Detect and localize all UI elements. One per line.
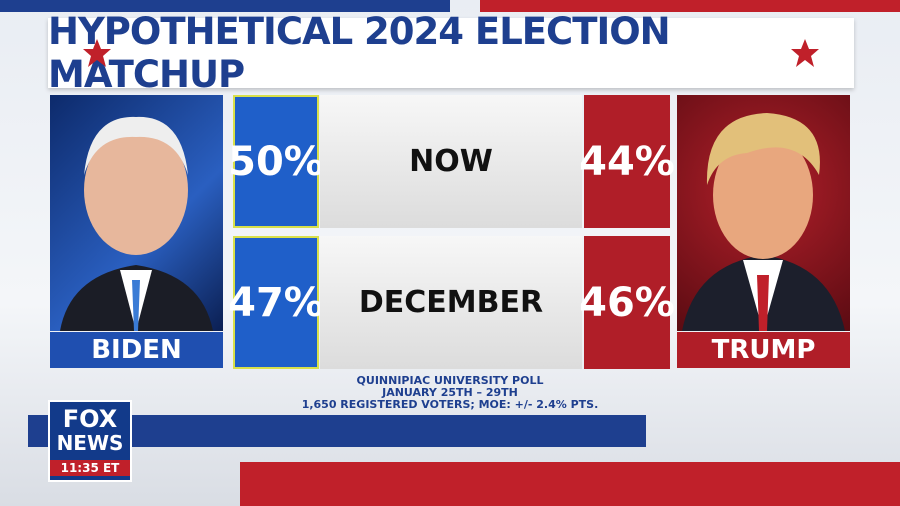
- left-photo: [50, 95, 223, 331]
- right-photo: [677, 95, 850, 331]
- logo-text: NEWS: [56, 431, 124, 455]
- fox-logo: FOX NEWS 11:35 ET: [48, 400, 132, 482]
- title-bar: HYPOTHETICAL 2024 ELECTION MATCHUP: [48, 10, 854, 96]
- source-line: QUINNIPIAC UNIVERSITY POLL: [356, 374, 544, 387]
- row-label: NOW: [320, 95, 582, 228]
- right-value: 44%: [579, 95, 675, 228]
- title: HYPOTHETICAL 2024 ELECTION MATCHUP: [48, 10, 671, 96]
- candidate-name: TRUMP: [677, 332, 850, 368]
- left-value: 50%: [228, 95, 324, 228]
- top-stripe: [480, 0, 900, 12]
- source-line: 1,650 REGISTERED VOTERS; MOE: +/- 2.4% P…: [301, 398, 599, 411]
- portrait: [682, 113, 845, 331]
- source-line: JANUARY 25TH – 29TH: [382, 386, 518, 399]
- star: [791, 39, 819, 67]
- row-label: DECEMBER: [320, 236, 582, 369]
- logo-text: FOX: [62, 405, 118, 433]
- lower-band: [240, 462, 900, 506]
- top-stripe: [0, 0, 450, 12]
- clock: 11:35 ET: [50, 460, 130, 476]
- portrait: [60, 116, 213, 331]
- left-value: 47%: [228, 236, 324, 369]
- candidate-name: BIDEN: [50, 332, 223, 368]
- star: [83, 39, 111, 67]
- right-value: 46%: [579, 236, 675, 369]
